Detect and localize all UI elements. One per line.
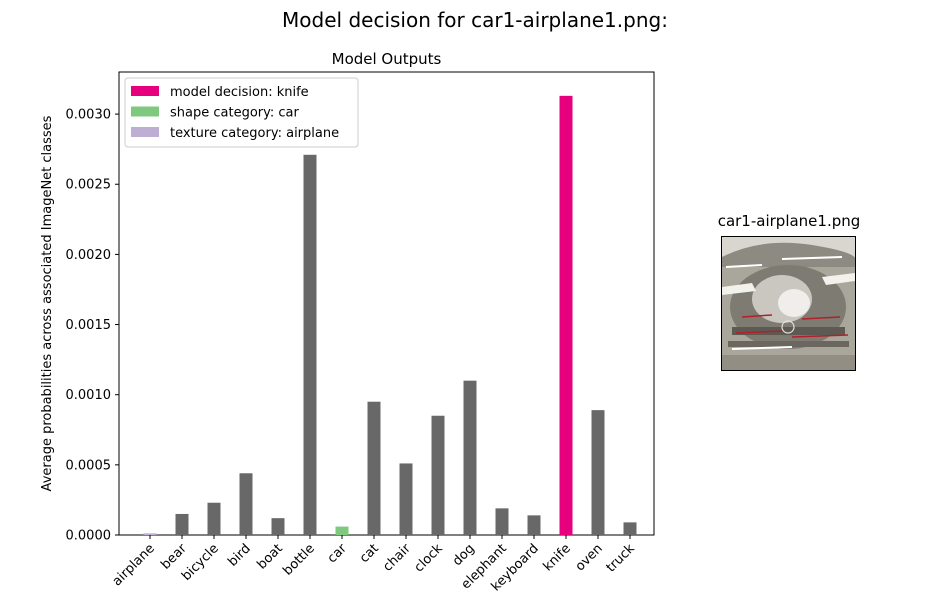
bar-clock [431, 415, 445, 535]
bar-dog [463, 380, 477, 535]
legend-swatch-texture [131, 127, 159, 137]
legend-label-texture: texture category: airplane [170, 126, 339, 141]
y-tick-label: 0.0025 [66, 178, 112, 193]
bars [143, 95, 637, 536]
bar-boat [271, 518, 285, 535]
bar-elephant [495, 508, 509, 535]
y-tick-label: 0.0030 [66, 108, 112, 123]
plot-area [118, 71, 655, 536]
x-tick-label-airplane: airplane [110, 541, 158, 589]
y-tick-label: 0.0000 [66, 529, 112, 544]
legend-swatch-decision [131, 86, 159, 96]
bar-car [335, 526, 349, 535]
y-axis: 0.0000 0.0005 0.0010 0.0015 0.0020 0.0025 0.00… [66, 108, 119, 544]
stimulus-image-texture [722, 237, 855, 370]
x-tick-label-bottle: bottle [280, 541, 317, 578]
stimulus-image [721, 236, 856, 371]
figure-title: Model decision for car1-airplane1.png: [282, 8, 668, 32]
legend-swatch-shape [131, 106, 159, 117]
x-tick-label-knife: knife [541, 541, 574, 574]
bar-bottle [303, 154, 317, 535]
bar-chair [399, 463, 413, 535]
legend-box [124, 77, 359, 148]
x-tick-label-cat: cat [357, 541, 382, 566]
bar-bicycle [207, 502, 221, 535]
x-tick-label-car: car [325, 541, 351, 567]
y-axis-label: Average probabilities across associated … [40, 115, 55, 491]
legend: model decision: knife shape category: car… [124, 77, 359, 148]
x-tick-label-dog: dog [450, 541, 478, 569]
chart-title: Model Outputs [332, 50, 442, 68]
image-caption: car1-airplane1.png [717, 212, 861, 230]
x-tick-label-chair: chair [380, 541, 414, 575]
x-tick-label-truck: truck [604, 541, 639, 576]
legend-label-decision: model decision: knife [170, 85, 309, 100]
y-tick-label: 0.0015 [66, 318, 112, 333]
bar-bear [175, 513, 189, 535]
x-tick-label-oven: oven [573, 541, 606, 574]
y-tick-label: 0.0010 [66, 388, 112, 403]
bar-bird [239, 473, 253, 535]
bar-cat [367, 401, 381, 535]
bar-airplane [143, 533, 157, 535]
bar-oven [591, 410, 605, 535]
y-tick-label: 0.0005 [66, 458, 112, 473]
y-tick-label: 0.0020 [66, 248, 112, 263]
bar-truck [623, 522, 637, 535]
x-tick-label-clock: clock [412, 541, 447, 576]
x-tick-label-bird: bird [225, 541, 253, 569]
bar-knife [559, 95, 573, 536]
legend-label-shape: shape category: car [170, 106, 299, 121]
bar-keyboard [527, 515, 541, 535]
